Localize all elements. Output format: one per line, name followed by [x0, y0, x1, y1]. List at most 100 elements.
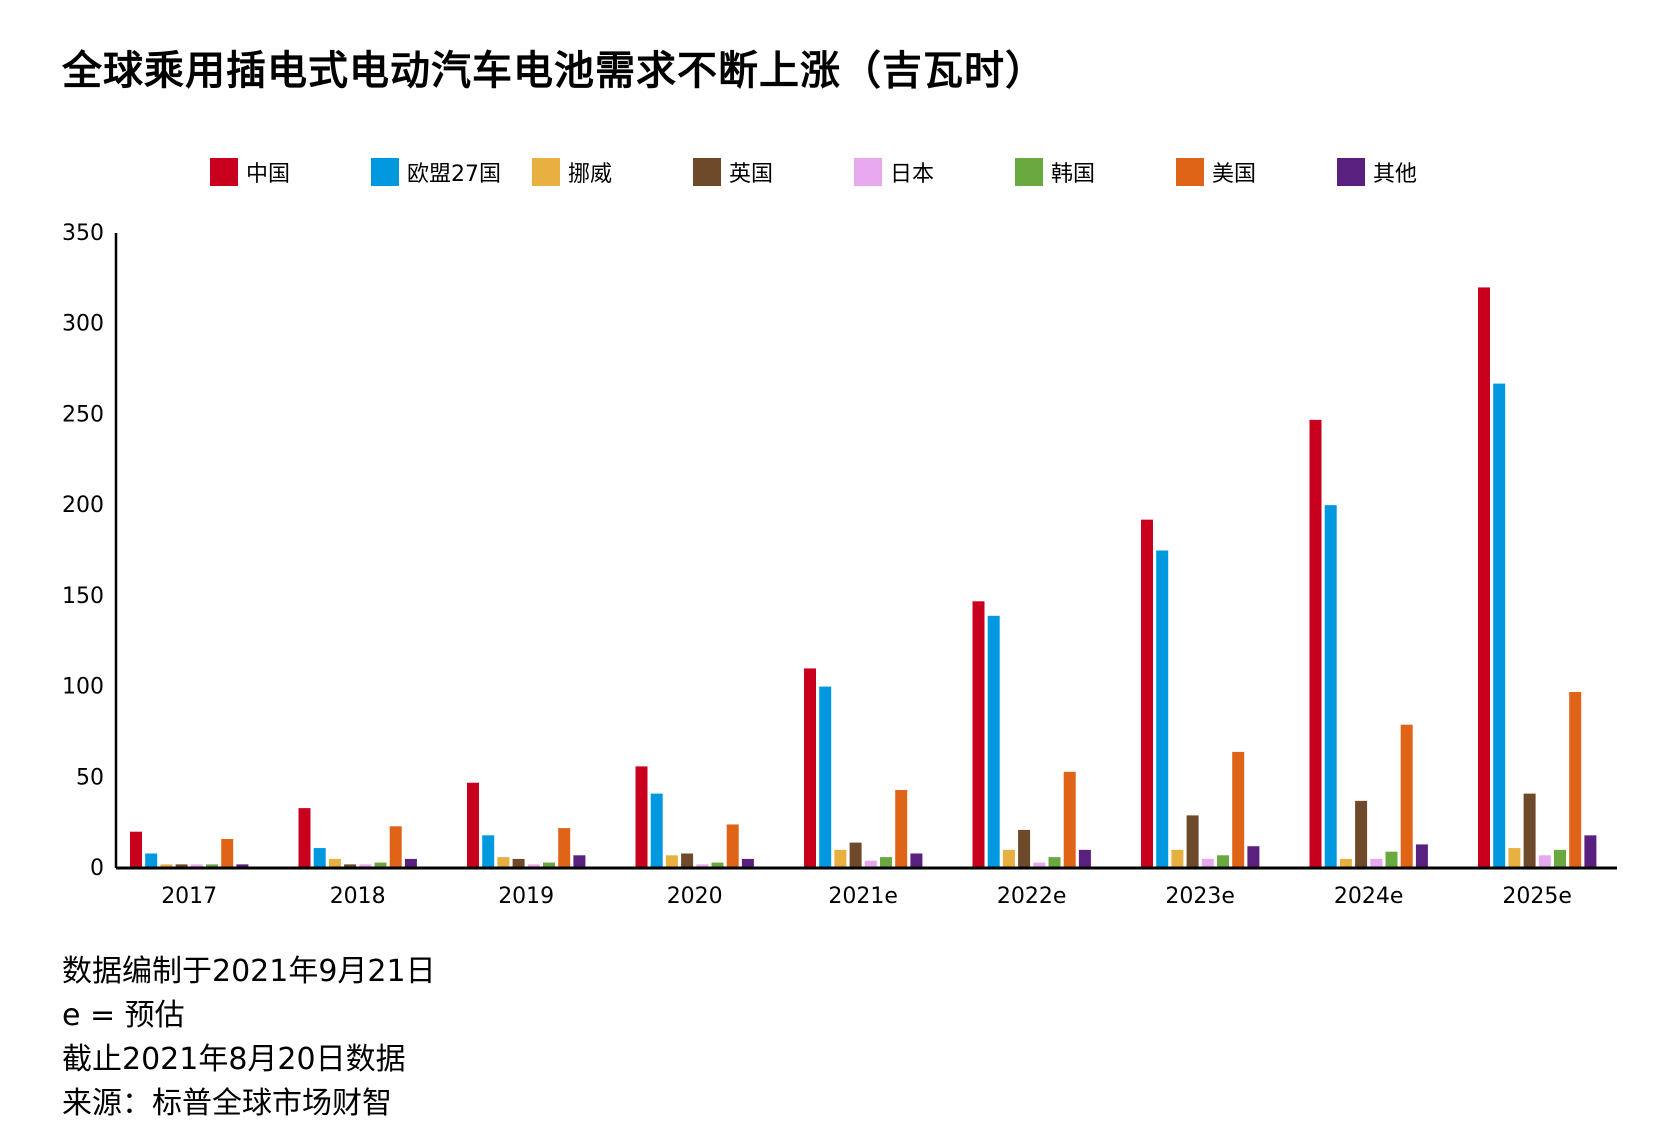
bar	[1508, 848, 1521, 868]
legend-item: 日本	[854, 155, 934, 189]
bar	[1033, 862, 1046, 868]
bar	[527, 864, 540, 868]
bar	[665, 855, 678, 868]
bar	[313, 848, 326, 868]
bar	[711, 862, 724, 868]
bar	[206, 864, 218, 868]
bar	[573, 855, 586, 868]
bar	[635, 766, 648, 868]
bar	[1002, 849, 1015, 868]
bar	[987, 615, 1000, 868]
bar	[1156, 550, 1169, 868]
bar	[1355, 800, 1368, 868]
bar	[1232, 751, 1245, 868]
bar	[1584, 835, 1597, 868]
bar	[849, 842, 862, 868]
legend-item: 韩国	[1015, 155, 1095, 189]
bar	[221, 838, 234, 868]
bar	[1554, 849, 1566, 868]
bar	[389, 826, 402, 868]
note-source: 来源：标普全球市场财智	[62, 1086, 392, 1121]
y-tick-label: 250	[62, 402, 104, 427]
legend-label: 日本	[890, 162, 935, 187]
bar	[1415, 844, 1428, 868]
bar	[512, 858, 525, 868]
bar	[880, 857, 892, 868]
bar	[681, 853, 694, 868]
legend-label: 中国	[246, 162, 291, 187]
bar	[726, 824, 739, 868]
bar	[236, 864, 249, 868]
x-tick-label: 2019	[498, 884, 554, 909]
x-tick-label: 2024e	[1334, 884, 1404, 909]
chart-legend: 中国 欧盟27国 挪威 英国 日本 韩国 美国 其他	[210, 155, 1510, 189]
bar	[1493, 383, 1506, 868]
bar	[1385, 851, 1398, 868]
bar	[1217, 855, 1229, 868]
legend-swatch	[854, 158, 882, 186]
x-tick-label: 2018	[330, 884, 386, 909]
x-tick-label: 2021e	[828, 884, 898, 909]
bar	[482, 835, 495, 868]
bar	[145, 853, 158, 868]
legend-label: 韩国	[1051, 162, 1096, 187]
legend-label: 美国	[1212, 162, 1257, 187]
chart-notes: 数据编制于2021年9月21日 e = 预估 截止2021年8月20日数据 来源…	[62, 950, 436, 1126]
bar	[834, 849, 847, 868]
y-tick-label: 200	[62, 493, 104, 518]
bar	[1309, 419, 1322, 868]
bar	[1201, 858, 1214, 868]
bar	[864, 860, 877, 868]
legend-swatch	[532, 158, 560, 186]
bar	[298, 808, 311, 868]
note-compiled-date: 数据编制于2021年9月21日	[62, 954, 436, 989]
bar	[558, 828, 571, 868]
y-tick-label: 0	[90, 856, 104, 881]
note-data-cutoff: 截止2021年8月20日数据	[62, 1042, 406, 1077]
bar	[344, 864, 357, 868]
legend-swatch	[693, 158, 721, 186]
legend-swatch	[371, 158, 399, 186]
x-tick-label: 2022e	[997, 884, 1067, 909]
y-tick-label: 300	[62, 312, 104, 337]
legend-label: 其他	[1373, 162, 1418, 187]
bar	[1048, 857, 1061, 868]
bar	[328, 858, 341, 868]
y-tick-label: 350	[62, 221, 104, 246]
x-tick-label: 2017	[161, 884, 217, 909]
bar	[1018, 829, 1031, 868]
bar	[1063, 771, 1076, 868]
bar	[895, 789, 908, 868]
bar	[1569, 692, 1582, 868]
bar	[190, 864, 203, 868]
x-tick-label: 2023e	[1165, 884, 1235, 909]
bar	[804, 668, 816, 868]
legend-label: 欧盟27国	[407, 162, 501, 187]
bar	[741, 858, 754, 868]
x-tick-label: 2020	[667, 884, 723, 909]
bar	[1523, 793, 1536, 868]
legend-item: 美国	[1176, 155, 1256, 189]
chart-title: 全球乘用插电式电动汽车电池需求不断上涨（吉瓦时）	[62, 48, 1046, 94]
bar	[1186, 815, 1199, 868]
y-tick-label: 100	[62, 675, 104, 700]
legend-item: 中国	[210, 155, 290, 189]
legend-label: 英国	[729, 162, 774, 187]
bar	[467, 782, 479, 868]
legend-item: 欧盟27国	[371, 155, 501, 189]
legend-swatch	[1337, 158, 1365, 186]
note-estimate-legend: e = 预估	[62, 998, 185, 1033]
legend-swatch	[210, 158, 238, 186]
bar	[374, 862, 387, 868]
x-tick-label: 2025e	[1502, 884, 1572, 909]
legend-item: 英国	[693, 155, 773, 189]
bar	[1324, 505, 1337, 868]
bar	[543, 862, 555, 868]
bar	[972, 601, 985, 868]
y-tick-label: 50	[76, 765, 104, 790]
y-tick-label: 150	[62, 584, 104, 609]
bar	[819, 686, 832, 868]
bar	[160, 864, 173, 868]
bar	[1141, 519, 1153, 868]
bar	[1400, 724, 1413, 868]
